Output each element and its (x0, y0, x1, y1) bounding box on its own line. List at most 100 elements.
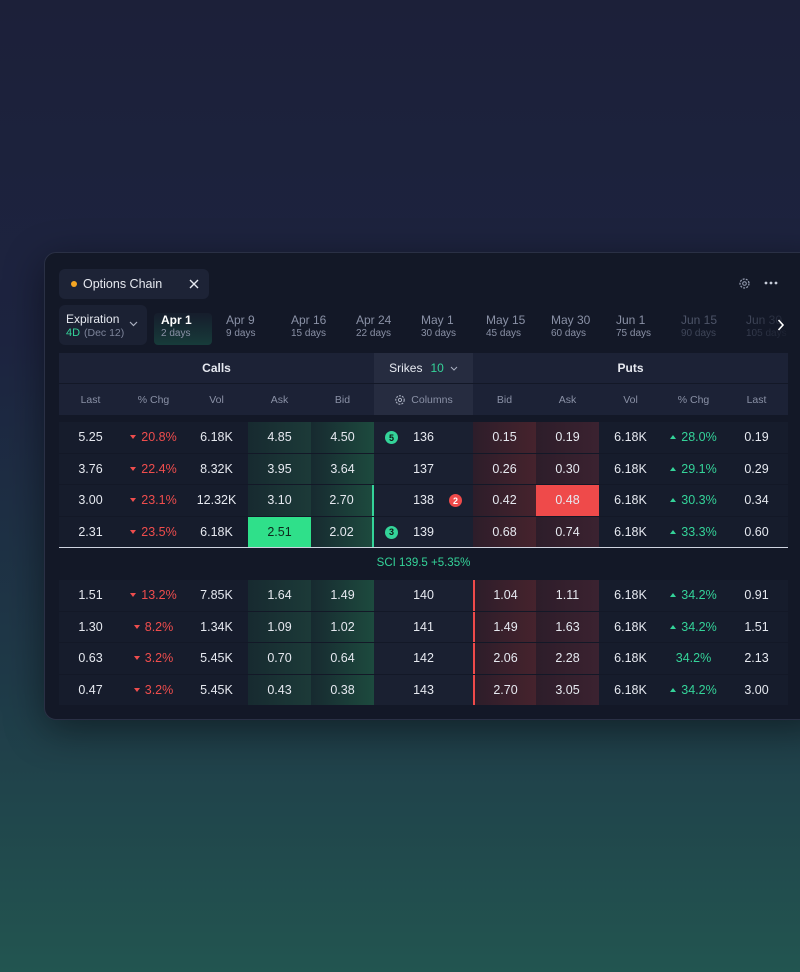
cell-value: 3.00 (78, 493, 103, 508)
cell-value: 0.19 (744, 430, 769, 445)
days-label: 60 days (551, 328, 587, 339)
cell-value: 2.70 (329, 493, 354, 508)
table-cell: 3.10 (248, 485, 311, 516)
date-tab[interactable]: May 15 45 days (479, 313, 537, 345)
table-cell: 3.2% (122, 643, 185, 674)
settings-icon[interactable] (738, 277, 751, 290)
column-label: Bid (334, 393, 351, 406)
cell-value: 1.11 (555, 588, 580, 603)
next-arrow[interactable] (777, 319, 785, 331)
cell-value: 2.13 (744, 651, 769, 666)
cell-value: 0.91 (744, 588, 769, 603)
table-cell: 6.18K (185, 422, 248, 453)
date-tab[interactable]: Apr 24 22 days (349, 313, 407, 345)
table-cell: 3.76 (59, 453, 122, 485)
days-label: 30 days (421, 328, 457, 339)
days-label: 45 days (486, 328, 522, 339)
table-cell: 0.48 (536, 485, 599, 516)
expiration-select[interactable]: Expiration 4D (Dec 12) (59, 305, 147, 345)
cell-value: 1.51 (744, 619, 769, 634)
table-cell: 5.45K (185, 643, 248, 674)
table-cell: 1.04 (473, 580, 536, 611)
date-tab[interactable]: Apr 16 15 days (284, 313, 342, 345)
up-arrow (670, 498, 677, 503)
cell-value: 3.2% (144, 683, 174, 698)
cell-value: 6.18K (614, 493, 647, 508)
puts-header: Puts (473, 353, 788, 383)
expiration-code: 4D (66, 327, 81, 339)
cell-value: 33.3% (681, 525, 717, 540)
cell-value: 136 (413, 430, 434, 445)
cell-value: 137 (413, 461, 434, 476)
badge: 2 (449, 494, 462, 508)
cell-value: 2.70 (493, 683, 518, 698)
table-cell: 4.50 (311, 422, 374, 453)
up-arrow (670, 466, 677, 471)
date-tab[interactable]: Jun 15 90 days (674, 313, 732, 345)
date-label: Jun 15 (681, 313, 718, 327)
column-label: Vol (209, 393, 224, 406)
cell-value: 29.1% (681, 461, 717, 476)
cell-value: 0.26 (492, 461, 517, 476)
date-label: May 1 (421, 313, 454, 327)
table-cell: 0.19 (536, 422, 599, 453)
date-label: Apr 16 (291, 313, 327, 327)
table-cell: 3.64 (311, 453, 374, 485)
column-header: Last (725, 384, 788, 415)
column-header: Bid (473, 384, 536, 415)
table-cell: 139 3 (374, 516, 473, 548)
table-cell: 6.18K (599, 611, 662, 643)
table-cell: 6.18K (599, 453, 662, 485)
cell-value: 0.43 (267, 683, 292, 698)
table-cell: 1.51 (59, 580, 122, 611)
close-icon[interactable] (189, 279, 199, 289)
more-icon[interactable] (764, 281, 778, 285)
column-header[interactable]: Columns (374, 384, 473, 415)
table-cell: 6.18K (185, 516, 248, 548)
date-label: Jun 1 (616, 313, 646, 327)
cell-value: 12.32K (196, 493, 237, 508)
column-label: % Chg (677, 393, 710, 406)
column-label: % Chg (137, 393, 170, 406)
spot-line (59, 547, 788, 548)
column-header: Ask (248, 384, 311, 415)
date-label: May 30 (551, 313, 591, 327)
date-label: Apr 1 (161, 313, 192, 327)
cell-value: 1.04 (493, 588, 518, 603)
cell-value: 1.64 (267, 588, 292, 603)
up-arrow (670, 530, 677, 535)
table-cell: 3.2% (122, 674, 185, 706)
cell-value: 2.28 (555, 651, 580, 666)
table-cell: 0.64 (311, 643, 374, 674)
cell-value: 13.2% (141, 588, 177, 603)
cell-value: 0.74 (555, 525, 580, 540)
cell-value: 3.76 (78, 461, 103, 476)
table-cell: 30.3% (662, 485, 725, 516)
strikes-count: 10 (430, 361, 444, 375)
table-cell: 3.05 (536, 674, 599, 706)
table-cell: 2.70 (473, 674, 536, 706)
strikes-header[interactable]: Srikes 10 (374, 353, 473, 383)
date-tab[interactable]: May 1 30 days (414, 313, 472, 345)
table-cell: 0.34 (725, 485, 788, 516)
table-cell: 3.00 (725, 674, 788, 706)
date-tab[interactable]: May 30 60 days (544, 313, 602, 345)
cell-value: 3.00 (744, 683, 769, 698)
table-cell: 136 5 (374, 422, 473, 453)
table-cell: 33.3% (662, 516, 725, 548)
fade (735, 305, 800, 345)
tab-title: Options Chain (83, 277, 163, 291)
cell-value: 1.34K (200, 619, 233, 634)
table-cell: 0.19 (725, 422, 788, 453)
down-arrow (130, 593, 137, 598)
cell-value: 143 (413, 683, 434, 698)
date-tab[interactable]: Jun 1 75 days (609, 313, 667, 345)
cell-value: 6.18K (614, 651, 647, 666)
table-cell: 23.1% (122, 485, 185, 516)
table-cell: 22.4% (122, 453, 185, 485)
days-label: 2 days (161, 328, 191, 339)
table-cell: 2.28 (536, 643, 599, 674)
tab[interactable]: Options Chain (59, 269, 209, 299)
